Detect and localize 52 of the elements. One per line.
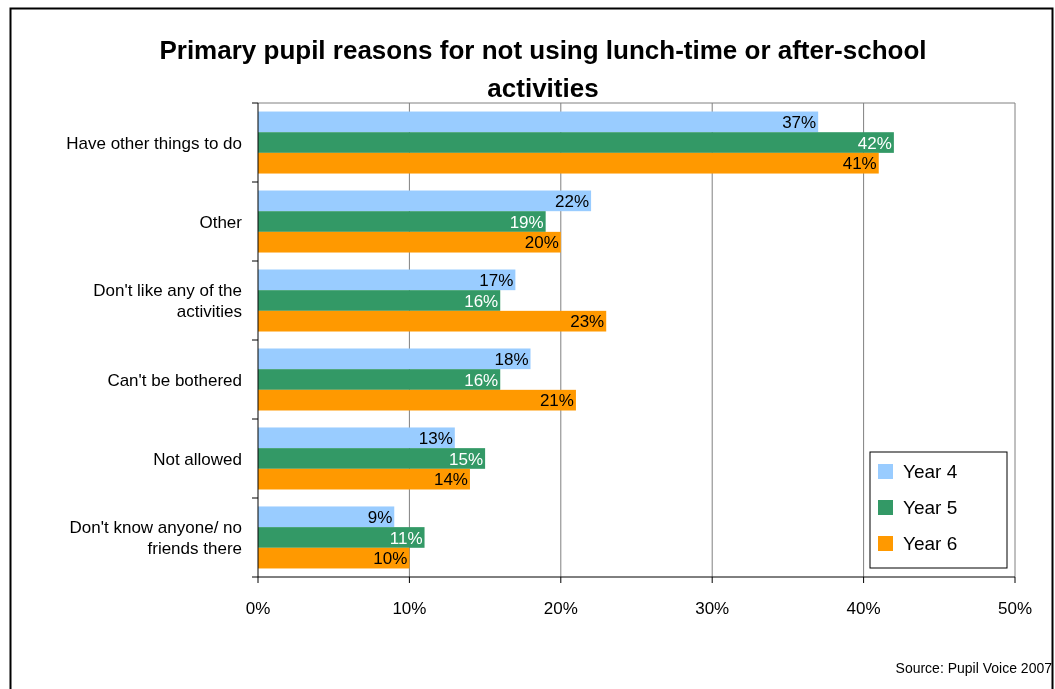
bar: [258, 427, 455, 449]
bar: [258, 190, 592, 212]
data-label: 13%: [418, 428, 453, 448]
chart-title: Primary pupil reasons for not using lunch-time or after-school activities: [159, 35, 927, 103]
y-tick-label: Not allowed: [153, 449, 242, 469]
x-tick-label: 20%: [543, 599, 578, 618]
data-label: 18%: [494, 349, 529, 369]
data-label: 11%: [389, 528, 423, 548]
bar: [258, 269, 516, 291]
y-tick-label: Have other things to do: [66, 133, 242, 153]
data-label: 15%: [449, 449, 484, 469]
data-label: 16%: [464, 291, 499, 311]
x-tick-label: 40%: [846, 599, 881, 618]
bar: [258, 448, 486, 469]
bar: [258, 132, 894, 153]
bar: [258, 348, 531, 370]
bar: [258, 369, 501, 390]
bar: [258, 152, 879, 174]
data-label: 9%: [367, 507, 393, 527]
source-note: Source: Pupil Voice 2007: [895, 660, 1053, 676]
y-tick-label: Can't be bothered: [107, 370, 242, 390]
data-label: 22%: [555, 191, 590, 211]
bar: [258, 468, 470, 490]
bar: [258, 111, 819, 133]
data-label: 42%: [857, 133, 892, 153]
data-label: 21%: [539, 391, 574, 411]
data-label: 23%: [570, 312, 605, 332]
x-tick-label: 30%: [695, 599, 730, 618]
x-tick-label: 10%: [392, 599, 427, 618]
legend-label: Year 6: [903, 533, 958, 555]
y-tick-label: Other: [199, 212, 243, 232]
bar: [258, 389, 576, 411]
bar: [258, 310, 607, 332]
data-label: 14%: [433, 470, 468, 490]
data-label: 20%: [524, 233, 559, 253]
bar: [258, 290, 501, 311]
x-tick-label: 0%: [245, 599, 271, 618]
data-label: 16%: [464, 370, 499, 390]
data-label: 17%: [479, 270, 514, 290]
bar: [258, 231, 561, 253]
y-tick-label: Don't know anyone/ no friends there: [69, 518, 242, 559]
bar: [258, 211, 546, 232]
data-label: 37%: [782, 112, 817, 132]
legend-label: Year 5: [903, 497, 958, 519]
y-tick-label: Don't like any of the activities: [93, 281, 242, 322]
legend-label: Year 4: [903, 461, 958, 483]
data-label: 10%: [373, 549, 408, 569]
bar: [258, 527, 425, 548]
x-tick-label: 50%: [997, 599, 1033, 618]
bar: [258, 506, 395, 528]
data-label: 19%: [509, 212, 544, 232]
data-label: 41%: [842, 154, 877, 174]
